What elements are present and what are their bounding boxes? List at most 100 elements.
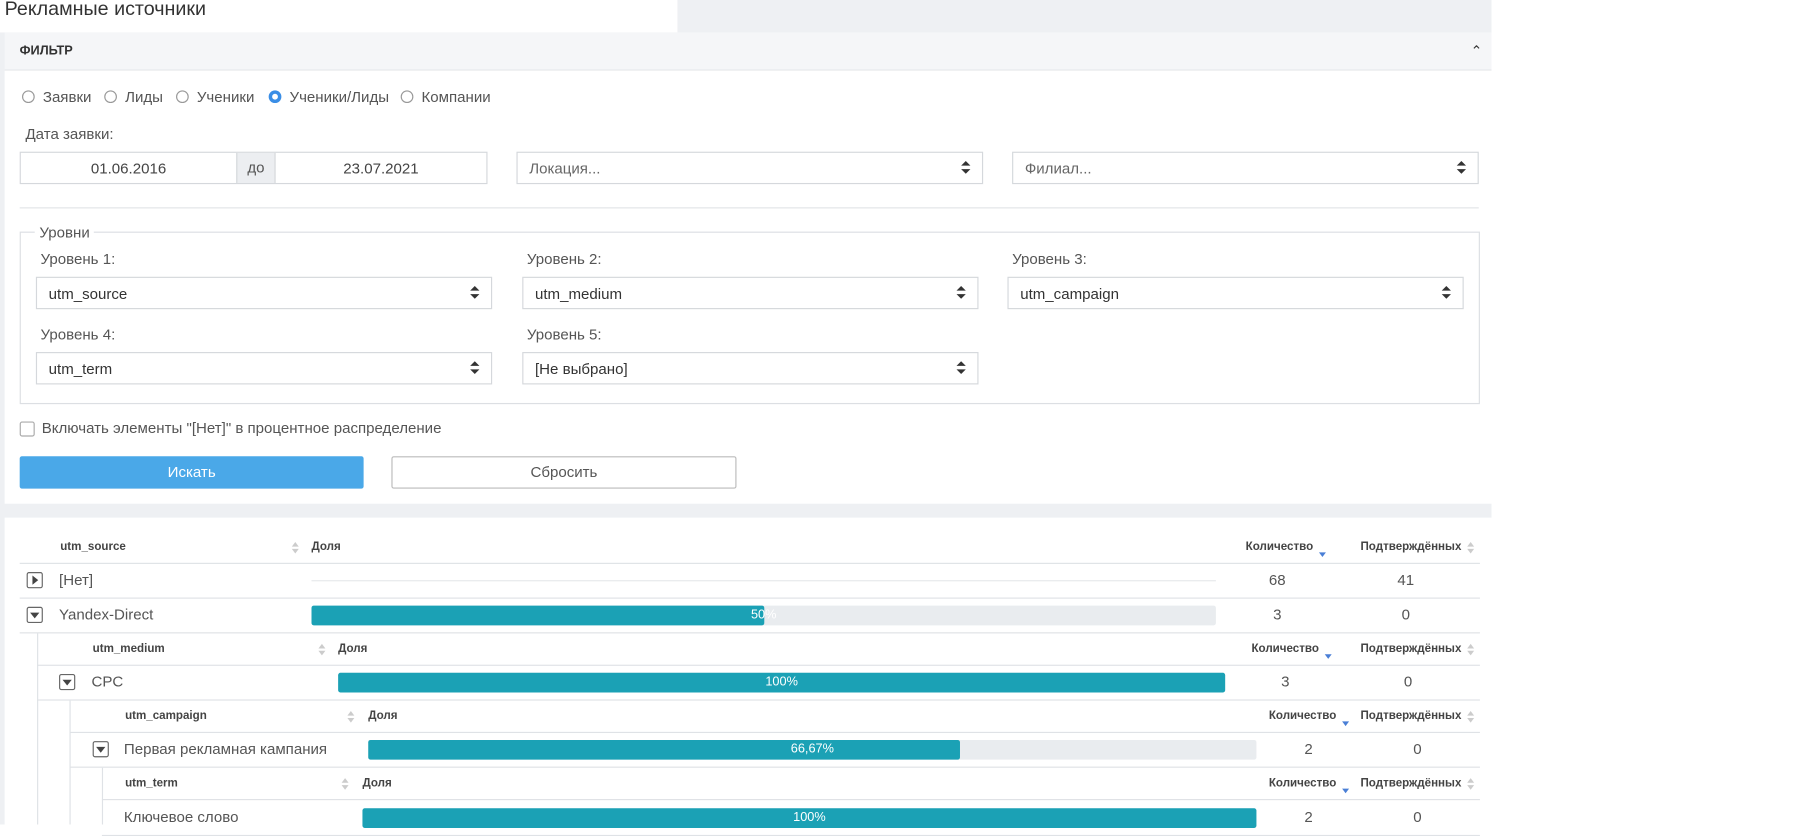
bar-label: 66,67% — [790, 742, 834, 757]
row-border — [101, 799, 1480, 801]
header-share: Доля — [338, 642, 368, 656]
row-confirmed: 0 — [1413, 739, 1422, 758]
sort-icon[interactable] — [291, 548, 299, 554]
level-value: [Не выбрано] — [534, 360, 628, 378]
collapse-icon[interactable]: ⌃ — [1470, 42, 1483, 60]
level-select[interactable]: utm_medium — [522, 276, 979, 310]
sort-icon[interactable] — [1325, 647, 1332, 652]
radio[interactable] — [104, 90, 117, 104]
page-title: Рекламные источники — [4, 0, 206, 20]
header-count: Количество — [1268, 709, 1337, 723]
sort-icon[interactable] — [1324, 654, 1332, 659]
header-name: utm_source — [60, 540, 126, 554]
levels-title: Уровни — [34, 223, 95, 243]
level-select[interactable]: [Не выбрано] — [522, 352, 979, 385]
date-from[interactable]: 01.06.2016 — [90, 159, 167, 178]
toggle[interactable] — [59, 673, 76, 691]
bar-label: 100% — [793, 810, 826, 825]
radio[interactable] — [22, 90, 35, 104]
header-count: Количество — [1251, 642, 1319, 656]
sort-icon[interactable] — [1467, 541, 1475, 547]
radio[interactable] — [268, 90, 282, 104]
row-confirmed: 0 — [1403, 672, 1413, 691]
sort-icon[interactable] — [1467, 643, 1475, 649]
level-value: utm_medium — [534, 284, 623, 303]
header-share: Доля — [362, 777, 392, 790]
level-label: Уровень 5: — [526, 325, 602, 343]
radio[interactable] — [400, 90, 414, 104]
mode-label: Ученики — [196, 88, 255, 106]
level-value: utm_term — [48, 360, 113, 378]
sort-icon[interactable] — [341, 778, 349, 783]
title-bar — [0, 0, 678, 33]
level-select[interactable]: utm_source — [35, 276, 493, 310]
checkbox[interactable] — [19, 421, 35, 437]
row-count: 2 — [1304, 739, 1313, 758]
sort-icon[interactable] — [1467, 778, 1475, 783]
search-button[interactable]: Искать — [19, 456, 364, 489]
toggle-icon — [30, 612, 40, 619]
location-text: Локация... — [529, 159, 601, 178]
sort-icon[interactable] — [1342, 782, 1349, 787]
toggle-icon — [96, 746, 106, 753]
header-name: utm_medium — [92, 642, 165, 656]
date-to[interactable]: 23.07.2021 — [343, 159, 419, 178]
location-select[interactable]: Локация... — [516, 151, 984, 185]
row-border — [19, 597, 1480, 599]
row-confirmed: 41 — [1397, 570, 1415, 589]
nest-line — [37, 633, 39, 825]
nest-line — [69, 700, 71, 825]
sort-icon[interactable] — [347, 711, 355, 716]
sort-icon[interactable] — [347, 717, 355, 723]
row-border — [37, 664, 1480, 666]
filter-header[interactable] — [4, 32, 1492, 71]
toggle[interactable] — [26, 572, 43, 589]
sort-icon[interactable] — [1342, 721, 1350, 727]
level-value: utm_source — [48, 284, 128, 303]
row-name: CPC — [91, 672, 124, 691]
sort-icon[interactable] — [1467, 650, 1475, 656]
header-share: Доля — [368, 709, 398, 723]
report-body — [4, 517, 1492, 825]
sort-icon[interactable] — [1319, 545, 1326, 550]
toggle[interactable] — [26, 606, 43, 624]
sort-icon[interactable] — [1467, 711, 1475, 716]
date-label: Дата заявки: — [25, 125, 114, 143]
row-border — [69, 766, 1480, 768]
date-range: 01.06.2016 до 23.07.2021 — [19, 151, 488, 185]
row-count: 2 — [1304, 808, 1313, 826]
row-border — [37, 699, 1480, 701]
level-select[interactable]: utm_campaign — [1007, 276, 1464, 310]
toggle[interactable] — [92, 741, 109, 758]
sort-icon[interactable] — [341, 785, 349, 790]
row-name: Первая рекламная кампания — [123, 739, 328, 758]
sort-icon[interactable] — [1318, 552, 1326, 557]
toggle-icon — [62, 679, 72, 686]
branch-text: Филиал... — [1024, 159, 1092, 178]
sort-icon[interactable] — [1342, 714, 1349, 719]
row-border — [19, 632, 1480, 634]
mode-label: Компании — [421, 88, 491, 106]
mode-label: Ученики/Лиды — [289, 88, 390, 106]
sort-icon[interactable] — [1342, 788, 1350, 794]
sort-icon[interactable] — [318, 643, 326, 649]
bar-fill — [362, 808, 1257, 828]
sort-icon[interactable] — [1467, 717, 1475, 723]
bar-fill — [311, 605, 764, 626]
reset-button[interactable]: Сбросить — [391, 456, 737, 489]
header-count: Количество — [1268, 777, 1337, 790]
sort-icon[interactable] — [1467, 785, 1475, 790]
sort-icon[interactable] — [291, 541, 299, 547]
radio[interactable] — [176, 90, 189, 104]
branch-select[interactable]: Филиал... — [1012, 151, 1479, 185]
sort-icon[interactable] — [1467, 548, 1475, 554]
level-value: utm_campaign — [1020, 284, 1119, 303]
row-name: Ключевое слово — [123, 808, 239, 826]
row-border — [69, 731, 1480, 734]
mode-label: Лиды — [125, 88, 163, 106]
level-label: Уровень 2: — [526, 250, 602, 268]
date-sep: до — [236, 152, 276, 183]
sort-icon[interactable] — [318, 650, 326, 656]
row-name: [Нет] — [59, 570, 94, 589]
level-select[interactable]: utm_term — [35, 352, 493, 385]
